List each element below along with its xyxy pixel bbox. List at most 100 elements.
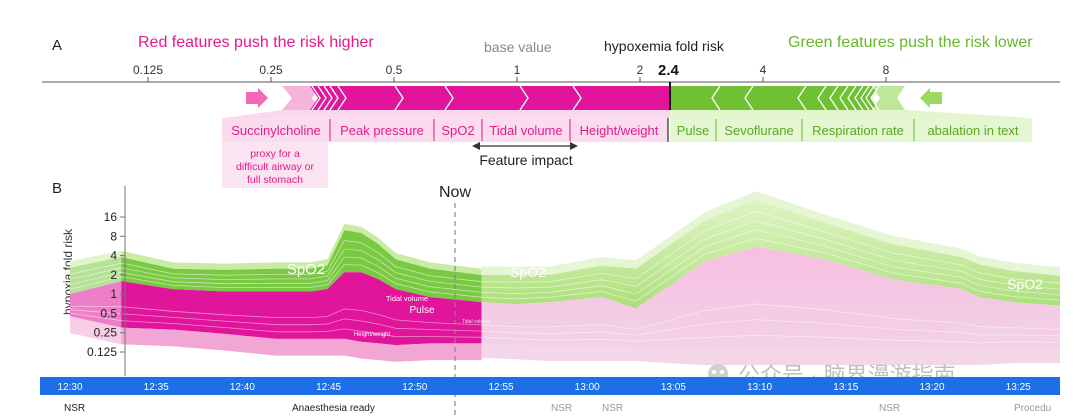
timeline-bar (40, 377, 1060, 395)
y-tick-label-0: 16 (104, 210, 118, 224)
event-procedure: Procedu (1014, 403, 1051, 414)
band-label-pulse: Pulse (409, 305, 434, 316)
label-connector-green (670, 110, 1030, 118)
red-arrow-icon (246, 88, 268, 108)
red-feature-labels: Succinylcholine Peak pressure SpO2 Tidal vo… (222, 118, 669, 142)
green-chevron-0 (711, 85, 721, 111)
red-band-past (70, 272, 482, 346)
green-streak-2 (69, 220, 1060, 290)
event-nsr-4: NSR (879, 403, 900, 414)
panel-a-letter: A (52, 37, 62, 54)
red-haze-future (481, 343, 1060, 366)
y-tick-label-5: 0.5 (100, 306, 117, 320)
green-force-faint (872, 86, 905, 110)
red-streak-1 (69, 309, 1060, 337)
y-tick-label-7: 0.125 (87, 345, 117, 359)
output-label: hypoxemia fold risk (604, 38, 725, 54)
panel-b-letter: B (52, 180, 62, 197)
green-feature-box-0 (670, 118, 716, 142)
panel-a-tick-label-5: 4 (760, 63, 767, 77)
panel-a-tick-label-1: 0.25 (259, 63, 283, 77)
band-label-tidal-faded: Tidal volume (462, 319, 490, 325)
base-value-label: base value (484, 39, 552, 55)
green-feature-box-3 (914, 118, 1032, 142)
red-feature-label-1: Peak pressure (340, 123, 424, 138)
red-chevron-4 (337, 85, 347, 111)
red-band-future (481, 246, 1060, 351)
feature-impact-arrow (472, 142, 578, 150)
panel-a-tick-label-6: 8 (883, 63, 890, 77)
red-haze-past (70, 316, 482, 362)
red-feature-box-3 (482, 118, 570, 142)
green-feature-label-2: Respiration rate (812, 123, 904, 138)
green-feature-label-0: Pulse (677, 123, 710, 138)
green-haze-future (481, 191, 1060, 276)
red-chevron-6 (444, 85, 454, 111)
red-chevron-1 (317, 85, 327, 111)
label-connector-red (225, 110, 670, 118)
red-streak-0 (69, 312, 1060, 344)
band-label-spo2-right: SpO2 (1007, 276, 1043, 292)
green-chevron-8 (860, 85, 870, 111)
succinylcholine-note-box (222, 142, 328, 188)
time-label-8: 13:10 (747, 382, 772, 393)
force-plot-bar (282, 82, 905, 112)
green-chevron-2 (797, 85, 807, 111)
red-feature-box-1 (330, 118, 434, 142)
green-chevron-6 (847, 85, 857, 111)
left-fade (70, 250, 122, 345)
green-chevron-3 (817, 85, 827, 111)
green-streak-0 (69, 237, 1060, 302)
green-chevron-9 (865, 85, 875, 111)
red-chevron-7 (519, 85, 529, 111)
time-label-3: 12:45 (316, 382, 341, 393)
red-feature-label-4: Height/weight (580, 123, 659, 138)
band-label-spo2-left: SpO2 (287, 261, 325, 278)
green-haze-past (70, 223, 482, 275)
green-chevron-7 (854, 85, 864, 111)
panel-a-ticks: 0.125 0.25 0.5 1 2 4 8 (133, 63, 890, 82)
risk-areas (69, 191, 1060, 366)
feature-impact-label: Feature impact (479, 152, 572, 168)
time-label-9: 13:15 (833, 382, 858, 393)
green-force-main (670, 86, 880, 110)
band-label-height: Height/weight (354, 332, 391, 338)
time-label-4: 12:50 (402, 382, 427, 393)
green-feature-label-1: Sevoflurane (724, 123, 793, 138)
green-feature-label-3: abalation in text (927, 123, 1018, 138)
succinylcholine-note-line-3: full stomach (247, 174, 303, 186)
red-heading: Red features push the risk higher (138, 34, 374, 51)
y-tick-label-6: 0.25 (94, 326, 118, 340)
time-label-6: 13:00 (575, 382, 600, 393)
red-chevron-5 (394, 85, 404, 111)
event-nsr-3: NSR (602, 403, 623, 414)
band-label-tidal: Tidal volume (386, 294, 428, 303)
time-label-0: 12:30 (57, 382, 82, 393)
red-chevron-0 (311, 85, 321, 111)
red-force-faint (282, 86, 320, 110)
green-band-future (481, 199, 1060, 309)
output-value: 2.4 (658, 62, 680, 79)
panel-a-tick-label-3: 1 (514, 63, 521, 77)
green-streak-1 (69, 229, 1060, 296)
green-chevron-1 (744, 85, 754, 111)
time-label-5: 12:55 (488, 382, 513, 393)
red-streak-2 (69, 303, 1060, 331)
red-feature-box-0 (222, 118, 330, 142)
y-tick-label-4: 1 (110, 287, 117, 301)
green-feature-box-2 (802, 118, 914, 142)
panel-a-tick-label-4: 2 (637, 63, 644, 77)
green-feature-labels: Pulse Sevoflurane Respiration rate abalatio… (670, 118, 1032, 142)
y-axis-ticks: 16 8 4 2 1 0.5 0.25 0.125 (87, 210, 125, 359)
succinylcholine-note-line-2: difficult airway or (236, 161, 315, 173)
time-label-1: 12:35 (144, 382, 169, 393)
red-chevron-8 (572, 85, 582, 111)
green-chevron-10 (870, 85, 880, 111)
green-chevron-5 (839, 85, 849, 111)
time-label-10: 13:20 (919, 382, 944, 393)
panel-a-tick-label-2: 0.5 (386, 63, 403, 77)
event-nsr-1: NSR (64, 403, 85, 414)
red-feature-label-3: Tidal volume (489, 123, 562, 138)
green-chevron-4 (829, 85, 839, 111)
